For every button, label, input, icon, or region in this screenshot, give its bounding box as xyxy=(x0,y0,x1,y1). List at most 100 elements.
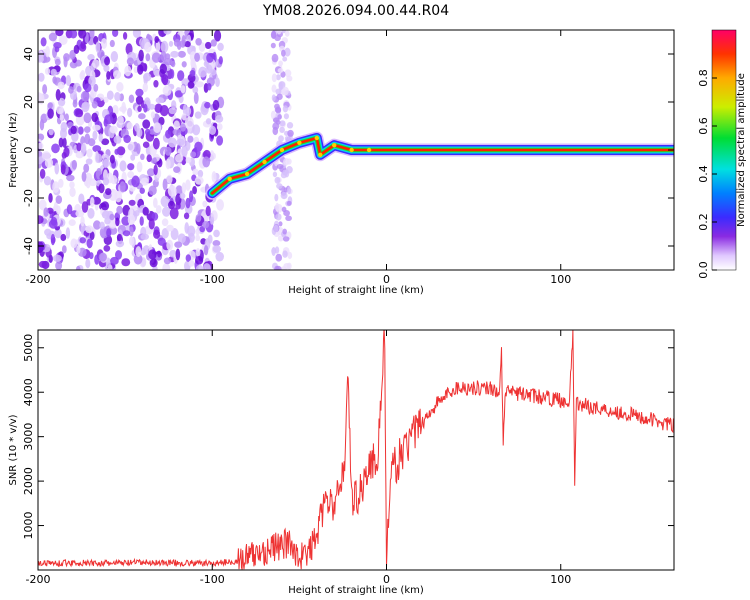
spectrogram-noise-cell xyxy=(272,117,280,123)
spectrogram-noise-cell xyxy=(60,164,66,175)
spectrogram-noise-cell xyxy=(98,183,105,194)
spectrogram-signal-peak xyxy=(332,143,337,148)
spectrogram-noise-cell xyxy=(51,143,60,154)
spectrogram-noise-cell xyxy=(43,207,49,217)
spectrogram-noise-cell xyxy=(271,73,277,83)
spectrogram-noise-cell xyxy=(166,224,174,232)
spectrogram-noise-cell xyxy=(42,84,48,94)
spectrogram-noise-cell xyxy=(170,228,179,240)
spectrogram-noise-cell xyxy=(42,55,51,63)
spectrogram-noise-cell xyxy=(205,205,211,217)
spectrogram-signal-peak xyxy=(244,171,250,177)
spectrogram-noise-cell xyxy=(170,50,179,58)
spectrogram-noise-cell xyxy=(52,254,62,262)
spectrogram-noise-cell xyxy=(89,197,95,208)
spectrogram-x-tick-label: 0 xyxy=(383,273,390,286)
spectrogram-noise-cell xyxy=(184,41,191,48)
spectrogram-noise-cell xyxy=(99,226,109,239)
spectrogram-noise-cell xyxy=(54,58,61,66)
spectrogram-noise-cell xyxy=(76,85,82,93)
spectrogram-noise-cell xyxy=(56,105,64,115)
spectrogram-noise-cell xyxy=(282,250,288,258)
spectrogram-noise-cell xyxy=(83,126,91,134)
spectrogram-noise-cell xyxy=(282,236,290,242)
spectrogram-noise-cell xyxy=(122,32,128,40)
spectrogram-noise-cell xyxy=(284,69,292,78)
spectrogram-noise-cell xyxy=(159,63,168,74)
spectrogram-noise-cell xyxy=(50,233,56,246)
spectrogram-noise-cell xyxy=(148,249,157,260)
spectrogram-noise-cell xyxy=(85,225,94,234)
spectrogram-noise-cell xyxy=(190,151,197,158)
spectrogram-noise-cell xyxy=(146,168,155,177)
spectrogram-noise-cell xyxy=(282,56,288,62)
spectrogram-noise-cell xyxy=(275,253,283,262)
spectrogram-noise-cell xyxy=(104,217,111,225)
spectrogram-noise-cell xyxy=(115,240,125,248)
spectrogram-noise-cell xyxy=(57,81,65,90)
colorbar-tick-label: 0.8 xyxy=(697,69,710,87)
spectrogram-noise-cell xyxy=(217,42,224,52)
spectrogram-noise-cell xyxy=(95,153,103,164)
spectrogram-noise-cell xyxy=(117,115,124,126)
spectrogram-noise-cell xyxy=(163,30,172,35)
spectrogram-noise-cell xyxy=(113,70,122,79)
spectrogram-noise-cell xyxy=(75,209,85,218)
spectrogram-noise-cell xyxy=(101,210,110,219)
spectrogram-noise-cell xyxy=(153,122,162,134)
spectrogram-noise-cell xyxy=(69,187,76,198)
spectrogram-noise-cell xyxy=(40,37,47,47)
spectrogram-noise-cell xyxy=(165,129,172,139)
spectrogram-noise-cell xyxy=(216,123,223,131)
spectrogram-noise-cell xyxy=(202,263,211,270)
spectrogram-noise-cell xyxy=(173,39,181,47)
spectrogram-noise-cell xyxy=(109,154,115,164)
spectrogram-noise-cell xyxy=(192,86,199,94)
spectrogram-noise-cell xyxy=(286,262,292,270)
spectrogram-noise-cell xyxy=(197,169,204,178)
spectrogram-noise-cell xyxy=(130,154,136,161)
spectrogram-noise-cell xyxy=(103,244,111,252)
spectrogram-noise-cell xyxy=(274,193,279,202)
spectrogram-noise-cell xyxy=(92,145,102,153)
spectrogram-noise-cell xyxy=(92,130,98,141)
spectrogram-noise-cell xyxy=(38,215,44,224)
spectrogram-noise-cell xyxy=(80,215,85,227)
spectrogram-noise-cell xyxy=(136,128,143,138)
spectrogram-noise-cell xyxy=(282,228,288,235)
spectrogram-noise-cell xyxy=(195,81,204,88)
spectrogram-noise-cell xyxy=(61,152,67,159)
spectrogram-noise-cell xyxy=(204,101,211,109)
spectrogram-noise-cell xyxy=(132,30,141,39)
spectrogram-y-ticks: -40 -20 0 20 40 xyxy=(22,47,674,255)
spectrogram-noise-cell xyxy=(287,129,294,137)
spectrogram-noise-cell xyxy=(180,123,186,132)
spectrogram-noise-cell xyxy=(104,56,111,66)
spectrogram-noise-cell xyxy=(124,65,132,77)
spectrogram-noise-cell xyxy=(71,159,78,170)
spectrogram-noise-cell xyxy=(276,183,283,189)
spectrogram-x-ticks: -200 -100 0 100 xyxy=(26,30,571,286)
spectrogram-noise-cell xyxy=(131,175,140,188)
spectrogram-noise-cell xyxy=(192,168,199,176)
spectrogram-noise-cell xyxy=(38,241,44,254)
spectrogram-noise-cell xyxy=(274,103,280,110)
spectrogram-noise-cell xyxy=(215,77,220,88)
colorbar-tick-label: 0.4 xyxy=(697,165,710,183)
spectrogram-noise-cell xyxy=(65,75,71,86)
spectrogram-noise-cell xyxy=(187,225,196,237)
spectrogram-noise-cell xyxy=(192,186,197,195)
spectrogram-noise-cell xyxy=(198,66,207,78)
spectrogram-noise-cell xyxy=(181,182,187,194)
chart-title: YM08.2026.094.00.44.R04 xyxy=(262,3,449,19)
spectrogram-noise-cell xyxy=(85,176,91,189)
spectrogram-noise-cell xyxy=(185,254,192,262)
spectrogram-noise-cell xyxy=(109,39,115,48)
spectrogram-noise-cell xyxy=(47,102,53,109)
spectrogram-noise-cell xyxy=(64,113,69,122)
spectrogram-noise-cell xyxy=(68,86,74,94)
spectrogram-noise-cell xyxy=(142,245,151,255)
spectrogram-noise-cell xyxy=(193,92,199,104)
spectrogram-noise-cell xyxy=(38,199,47,211)
spectrogram-noise-cell xyxy=(282,105,289,113)
